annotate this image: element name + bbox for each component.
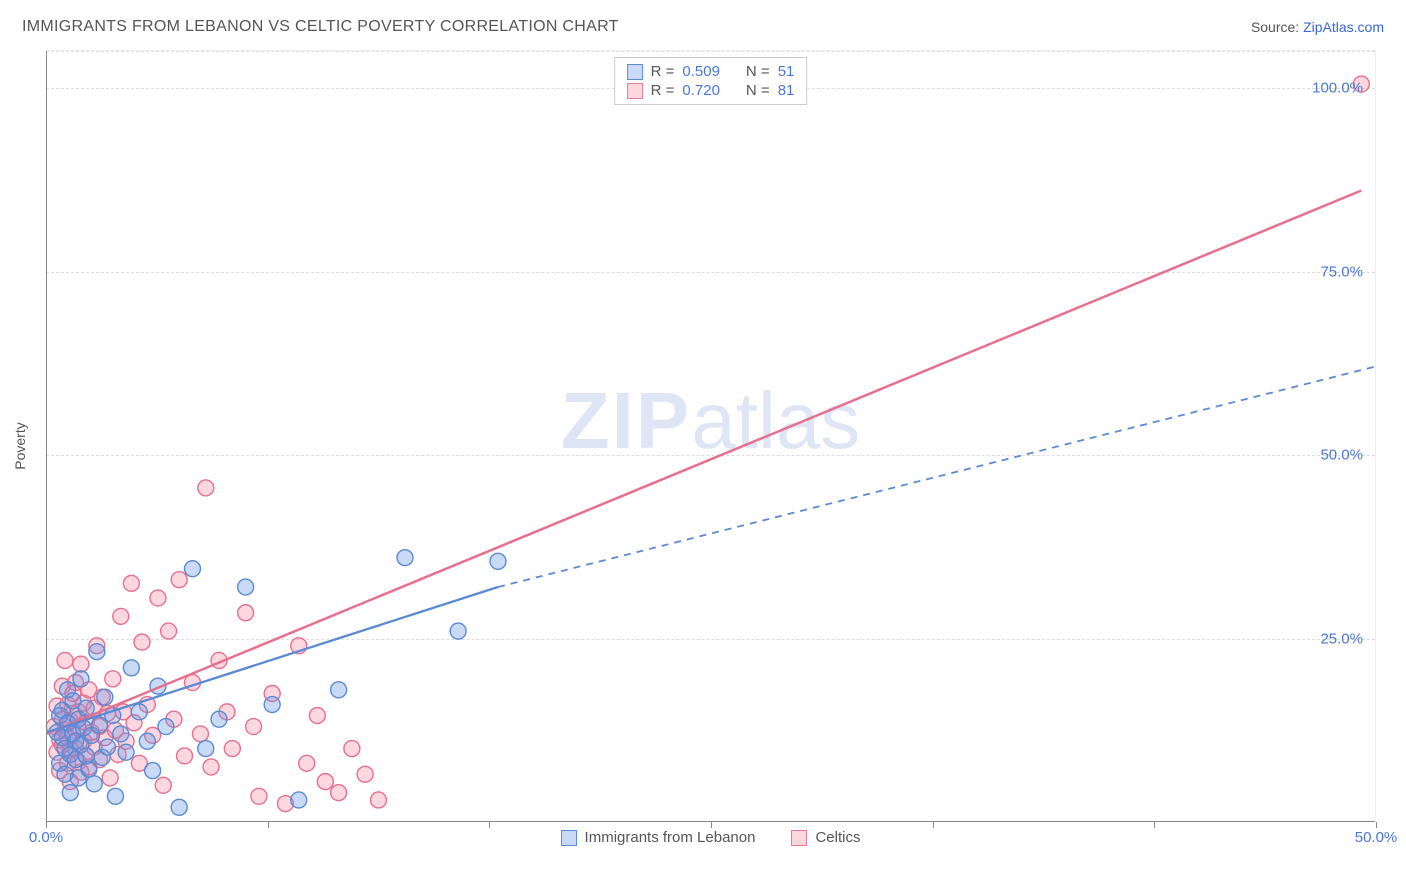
trendline-pink [46, 191, 1361, 734]
scatter-point-blue [490, 553, 506, 569]
y-tick-label: 25.0% [1320, 631, 1363, 648]
scatter-point-blue [123, 660, 139, 676]
legend-series-label: Immigrants from Lebanon [585, 829, 756, 846]
scatter-point-blue [238, 579, 254, 595]
scatter-point-blue [118, 744, 134, 760]
legend-swatch-pink [791, 830, 807, 846]
legend-r-value: 0.509 [682, 63, 720, 80]
x-tick [489, 822, 490, 828]
scatter-point-pink [177, 748, 193, 764]
scatter-point-pink [57, 652, 73, 668]
scatter-point-blue [131, 704, 147, 720]
scatter-point-pink [203, 759, 219, 775]
scatter-point-blue [73, 671, 89, 687]
source-prefix: Source: [1251, 19, 1303, 35]
scatter-point-blue [99, 739, 115, 755]
scatter-point-pink [299, 755, 315, 771]
scatter-point-blue [89, 644, 105, 660]
legend-swatch-blue [561, 830, 577, 846]
scatter-point-pink [123, 575, 139, 591]
scatter-point-blue [158, 719, 174, 735]
scatter-point-blue [139, 733, 155, 749]
legend-series: Immigrants from Lebanon Celtics [561, 829, 861, 846]
scatter-point-pink [344, 741, 360, 757]
legend-n-label: N = [746, 82, 770, 99]
scatter-point-pink [102, 770, 118, 786]
y-tick-label: 75.0% [1320, 263, 1363, 280]
legend-corr-row: R = 0.720 N = 81 [627, 81, 795, 100]
scatter-point-pink [309, 708, 325, 724]
legend-r-label: R = [651, 63, 675, 80]
x-tick [933, 822, 934, 828]
scatter-point-pink [198, 480, 214, 496]
scatter-point-pink [370, 792, 386, 808]
scatter-point-pink [224, 741, 240, 757]
scatter-point-pink [161, 623, 177, 639]
y-tick-label: 50.0% [1320, 447, 1363, 464]
y-axis [46, 51, 47, 822]
scatter-point-blue [113, 726, 129, 742]
scatter-point-pink [134, 634, 150, 650]
scatter-point-blue [211, 711, 227, 727]
x-tick [268, 822, 269, 828]
scatter-point-blue [97, 689, 113, 705]
scatter-point-pink [113, 608, 129, 624]
legend-swatch-pink [627, 83, 643, 99]
scatter-point-pink [251, 788, 267, 804]
x-tick [46, 822, 47, 828]
scatter-point-blue [171, 799, 187, 815]
scatter-point-blue [291, 792, 307, 808]
scatter-point-pink [150, 590, 166, 606]
y-axis-label: Poverty [12, 422, 28, 469]
legend-series-item: Immigrants from Lebanon [561, 829, 756, 846]
x-tick-label: 0.0% [29, 829, 63, 846]
source-attribution: Source: ZipAtlas.com [1251, 19, 1384, 35]
scatter-point-blue [145, 763, 161, 779]
legend-n-value: 81 [778, 82, 795, 99]
scatter-point-blue [86, 776, 102, 792]
x-tick [711, 822, 712, 828]
x-tick [1154, 822, 1155, 828]
chart-title: IMMIGRANTS FROM LEBANON VS CELTIC POVERT… [22, 18, 619, 36]
scatter-point-blue [331, 682, 347, 698]
scatter-point-pink [171, 572, 187, 588]
trendline-blue-ext [498, 367, 1375, 587]
scatter-point-blue [397, 550, 413, 566]
scatter-point-pink [192, 726, 208, 742]
scatter-point-blue [184, 561, 200, 577]
scatter-point-pink [155, 777, 171, 793]
scatter-point-blue [450, 623, 466, 639]
source-link[interactable]: ZipAtlas.com [1303, 19, 1384, 35]
legend-corr-row: R = 0.509 N = 51 [627, 62, 795, 81]
scatter-point-pink [331, 785, 347, 801]
legend-n-value: 51 [778, 63, 795, 80]
legend-r-value: 0.720 [682, 82, 720, 99]
legend-n-label: N = [746, 63, 770, 80]
legend-series-item: Celtics [791, 829, 860, 846]
scatter-point-pink [73, 656, 89, 672]
scatter-point-blue [81, 761, 97, 777]
x-tick [1376, 822, 1377, 828]
x-tick-label: 50.0% [1355, 829, 1398, 846]
legend-swatch-blue [627, 64, 643, 80]
scatter-point-blue [107, 788, 123, 804]
scatter-point-blue [264, 697, 280, 713]
scatter-point-pink [105, 671, 121, 687]
chart-svg [46, 51, 1375, 822]
scatter-point-pink [238, 605, 254, 621]
scatter-point-pink [357, 766, 373, 782]
legend-series-label: Celtics [815, 829, 860, 846]
scatter-point-pink [246, 719, 262, 735]
scatter-point-pink [317, 774, 333, 790]
scatter-point-blue [198, 741, 214, 757]
legend-correlation: R = 0.509 N = 51 R = 0.720 N = 81 [614, 57, 808, 105]
scatter-point-blue [62, 785, 78, 801]
plot-area: ZIPatlas R =0.509N =51R =0.720N =81 25.0… [46, 50, 1376, 822]
y-tick-label: 100.0% [1312, 79, 1363, 96]
legend-r-label: R = [651, 82, 675, 99]
